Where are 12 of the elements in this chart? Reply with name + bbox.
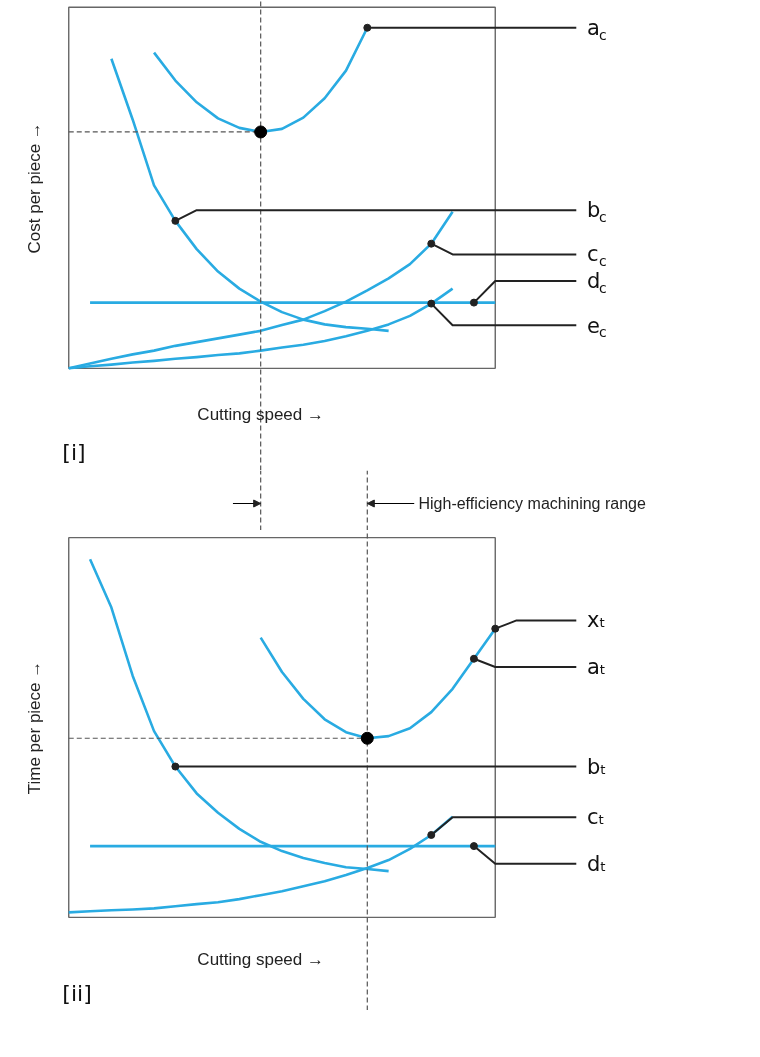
x-axis-title: Cutting speed →	[197, 949, 324, 969]
text: [ii]	[62, 981, 92, 1007]
text: cₜ	[586, 805, 605, 830]
legend-label: dₜ	[586, 851, 607, 876]
y-axis-title: Time per piece →	[25, 660, 45, 795]
text: xₜ	[586, 608, 606, 633]
y-axis-title: Cost per piece →	[25, 122, 45, 254]
text: High-efficiency machining range	[418, 495, 646, 512]
legend-label: aₜ	[586, 654, 607, 679]
text: [i]	[62, 439, 86, 465]
x-axis-title: Cutting speed →	[197, 404, 324, 424]
text: bₜ	[586, 754, 607, 779]
